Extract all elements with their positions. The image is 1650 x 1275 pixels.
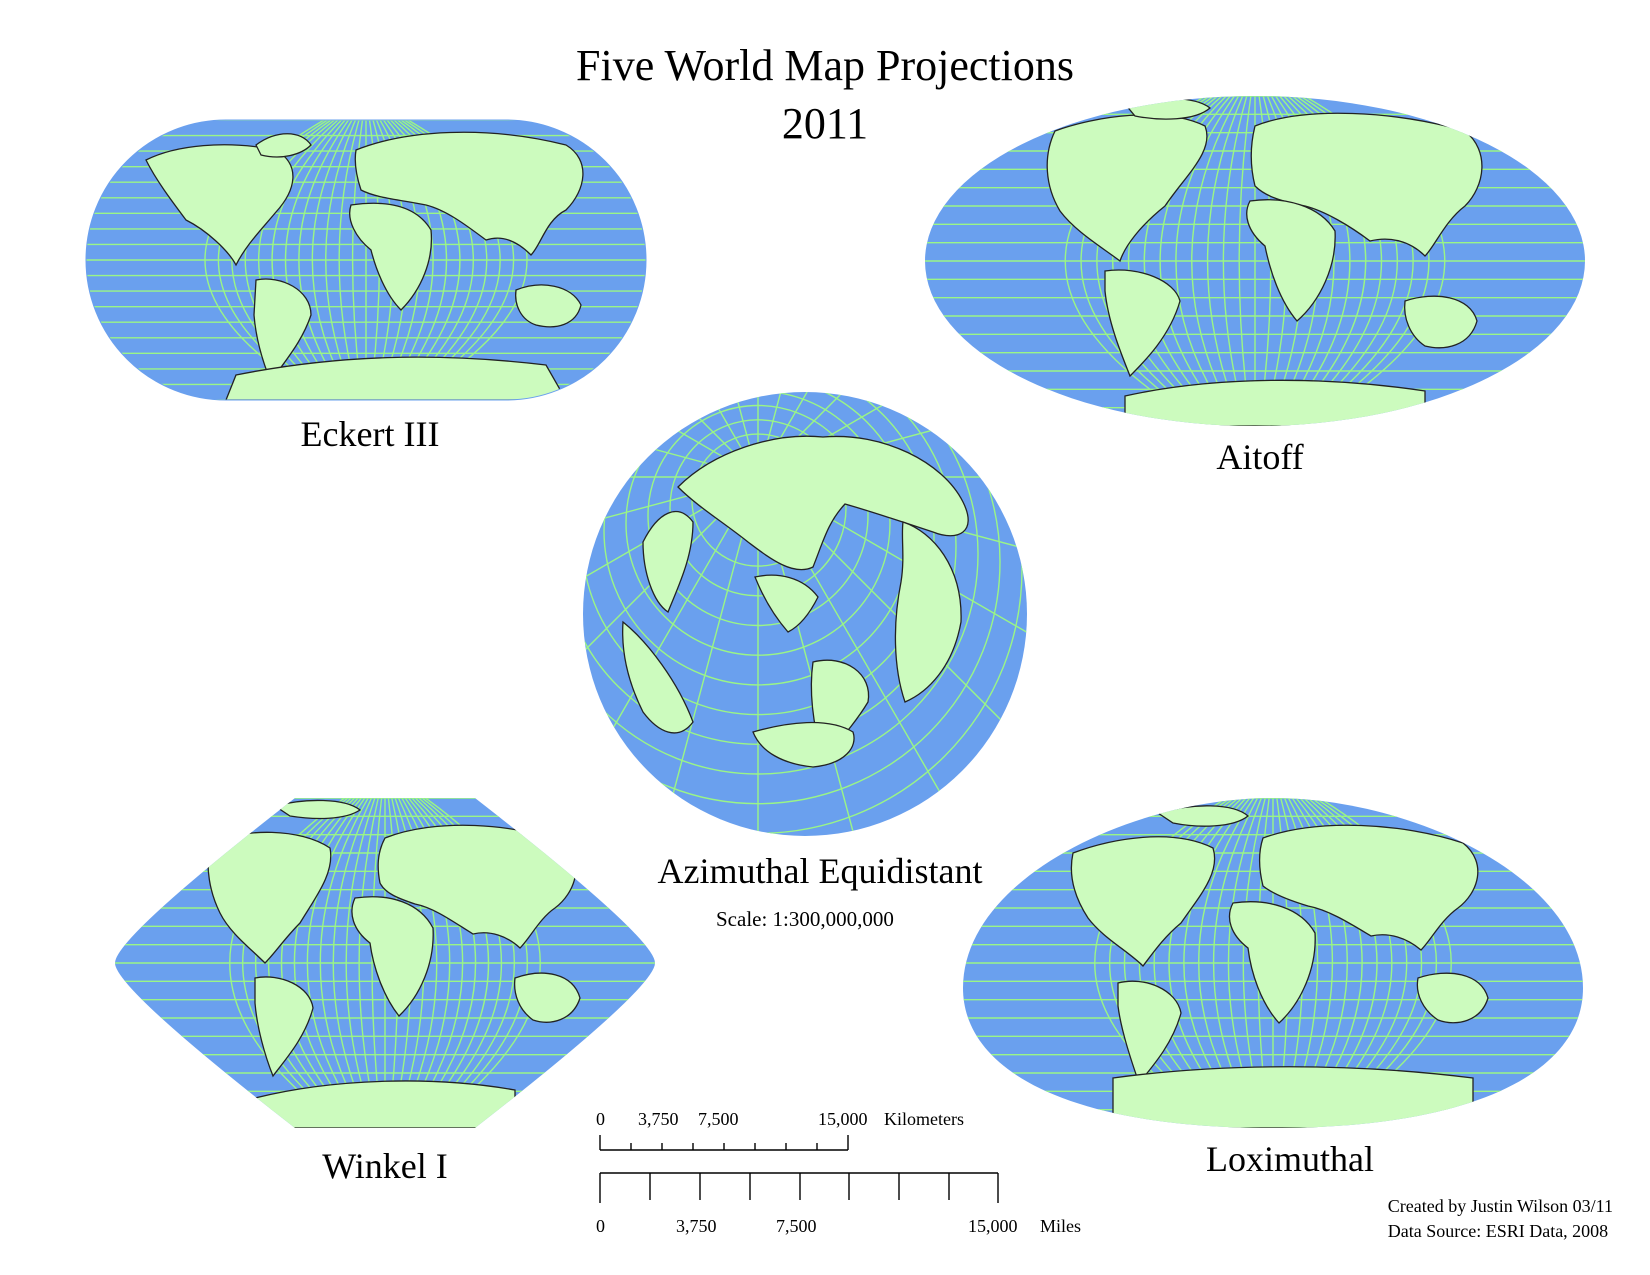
km-tick-7500: 7,500 bbox=[698, 1109, 739, 1129]
eckert-iii-label: Eckert III bbox=[300, 414, 440, 454]
winkel-i-label: Winkel I bbox=[322, 1146, 448, 1186]
map-subtitle-year: 2011 bbox=[781, 99, 869, 148]
km-tick-0: 0 bbox=[596, 1109, 605, 1129]
loximuthal-label: Loximuthal bbox=[1206, 1139, 1374, 1179]
azimuthal-equidistant-label: Azimuthal Equidistant bbox=[657, 851, 983, 891]
km-tick-15000: 15,000 bbox=[818, 1109, 868, 1129]
mi-tick-15000: 15,000 bbox=[968, 1216, 1018, 1236]
aitoff-map bbox=[925, 96, 1585, 426]
mi-unit: Miles bbox=[1040, 1216, 1081, 1236]
aitoff-label: Aitoff bbox=[1216, 437, 1304, 477]
credits-author: Created by Justin Wilson 03/11 bbox=[1387, 1196, 1613, 1216]
loximuthal-map bbox=[963, 798, 1583, 1128]
km-unit: Kilometers bbox=[884, 1109, 964, 1129]
credits-data-source: Data Source: ESRI Data, 2008 bbox=[1387, 1221, 1609, 1241]
eckert-iii-map bbox=[85, 119, 647, 401]
scale-bar-miles bbox=[599, 1172, 999, 1203]
azimuthal-equidistant-map bbox=[583, 392, 1027, 836]
scale-bar: 0 3,750 7,500 15,000 Kilometers 0 3,750 … bbox=[590, 1100, 1110, 1250]
mi-tick-7500: 7,500 bbox=[776, 1216, 817, 1236]
mi-tick-0: 0 bbox=[596, 1216, 605, 1236]
km-tick-3750: 3,750 bbox=[638, 1109, 679, 1129]
map-title: Five World Map Projections bbox=[576, 41, 1074, 90]
scale-bar-kilometers bbox=[599, 1135, 849, 1151]
credits: Created by Justin Wilson 03/11 Data Sour… bbox=[1388, 1194, 1613, 1244]
mi-tick-3750: 3,750 bbox=[676, 1216, 717, 1236]
winkel-i-map bbox=[115, 798, 655, 1128]
map-scale-ratio: Scale: 1:300,000,000 bbox=[716, 907, 894, 931]
